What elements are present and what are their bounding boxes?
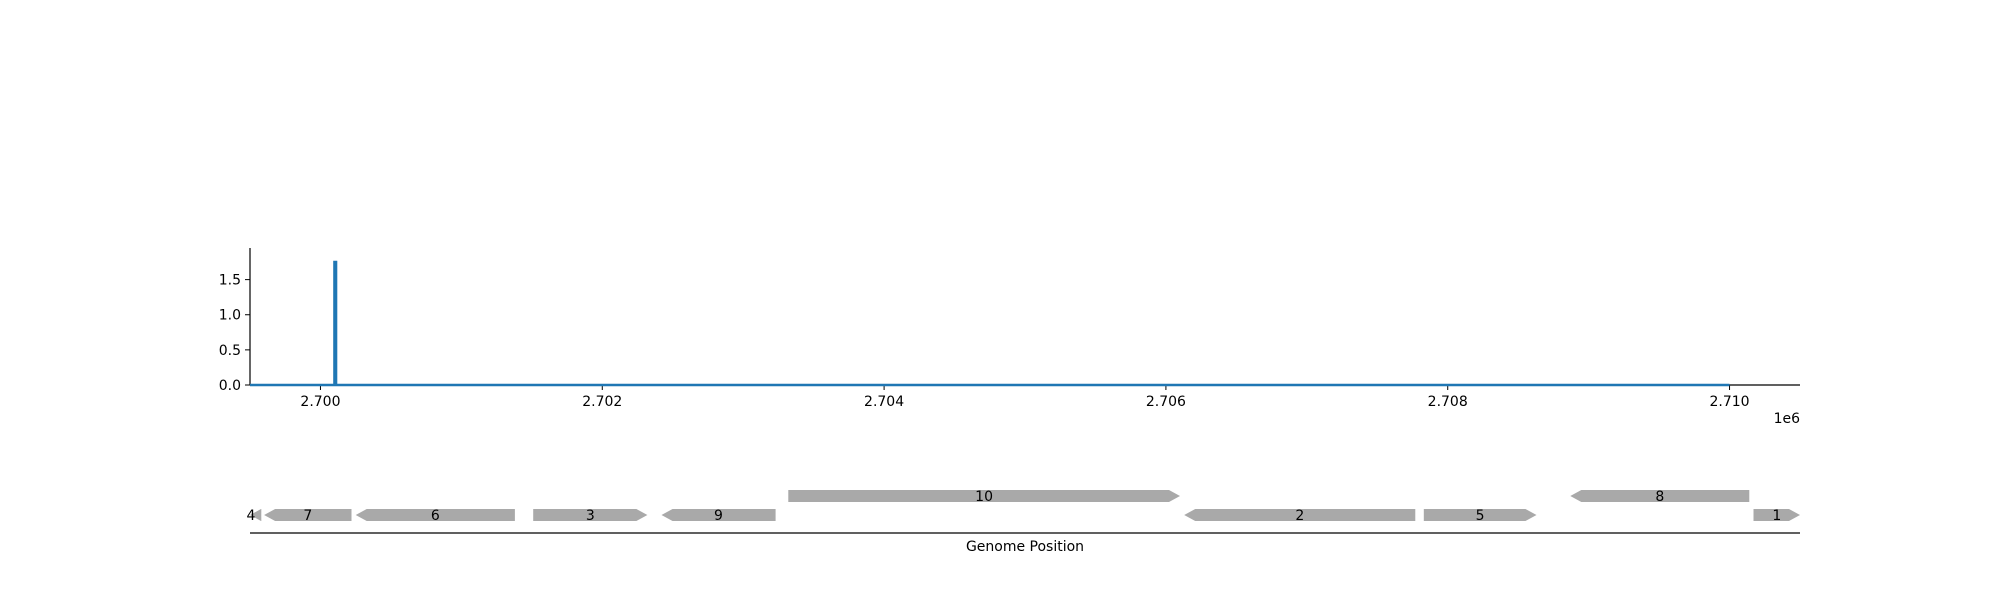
y-tick-label: 0.5	[219, 343, 241, 359]
x-tick-label: 2.706	[1146, 394, 1186, 410]
x-axis-label: Genome Position	[966, 539, 1084, 555]
gene-label: 8	[1655, 489, 1664, 505]
y-ticks: 0.0 0.5 1.0 1.5	[219, 273, 250, 394]
gene-arrow	[250, 509, 262, 521]
gene-arrow	[1184, 509, 1416, 521]
series-lines	[250, 260, 1730, 387]
gene-arrow	[533, 509, 648, 521]
gene-arrow	[264, 509, 352, 521]
gene-label: 2	[1295, 508, 1304, 524]
gene-arrow	[1570, 490, 1750, 502]
gene-arrow	[1753, 509, 1800, 521]
gene-label: 6	[431, 508, 440, 524]
x-tick-label: 2.702	[582, 394, 622, 410]
coverage-plot: 2.700 2.702 2.704 2.706 2.708 2.710 0.0 0.5 1.0…	[219, 248, 1800, 427]
gene-arrow	[788, 490, 1180, 502]
gene-label: 5	[1476, 508, 1485, 524]
y-tick-label: 1.5	[219, 273, 241, 289]
x-ticks: 2.700 2.702 2.704 2.706 2.708 2.710	[300, 385, 1750, 410]
gene-arrow	[1423, 509, 1537, 521]
gene-label: 1	[1772, 508, 1781, 524]
x-tick-label: 2.708	[1428, 394, 1468, 410]
gene-arrow	[355, 509, 515, 521]
y-tick-label: 1.0	[219, 308, 241, 324]
gene-arrow	[661, 509, 776, 521]
x-offset-label: 1e6	[1774, 411, 1801, 427]
gene-label: 7	[303, 508, 312, 524]
gene-label: 9	[714, 508, 723, 524]
coverage-line	[250, 260, 1730, 387]
gene-track: 4 7 6 3 9 10 2 5 8 1 Genome Position	[247, 489, 1800, 555]
x-tick-label: 2.704	[864, 394, 904, 410]
x-tick-label: 2.700	[300, 394, 340, 410]
y-tick-label: 0.0	[219, 378, 241, 394]
x-tick-label: 2.710	[1709, 394, 1749, 410]
gene-arrows: 4 7 6 3 9 10 2 5 8 1	[247, 489, 1800, 524]
gene-label: 4	[247, 508, 256, 524]
gene-label: 3	[586, 508, 595, 524]
gene-label: 10	[975, 489, 993, 505]
